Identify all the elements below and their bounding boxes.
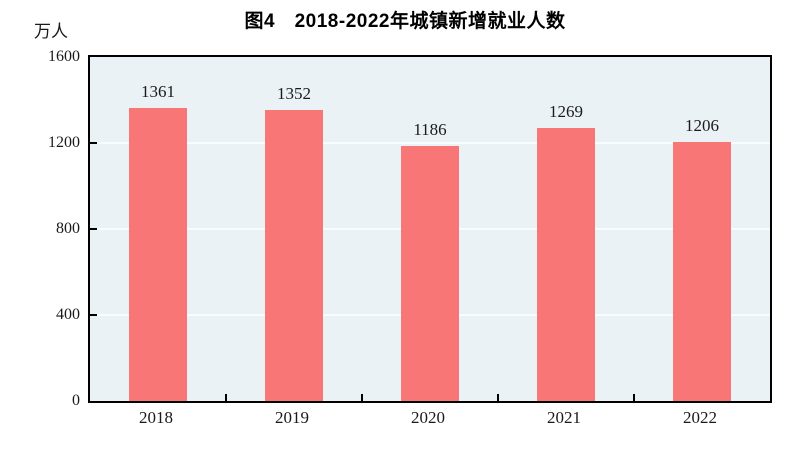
bar-value-label: 1186 (413, 120, 447, 140)
x-tick-label: 2022 (683, 408, 717, 427)
y-tick-mark (90, 142, 97, 144)
y-tick-mark (90, 314, 97, 316)
x-tick-label: 2018 (139, 408, 173, 427)
y-tick-label: 1600 (48, 48, 80, 65)
bar (265, 110, 323, 401)
gridline (90, 142, 770, 144)
y-axis-unit-label: 万人 (34, 22, 68, 41)
y-tick-label: 800 (56, 220, 80, 237)
y-tick-mark (90, 228, 97, 230)
bar (537, 128, 595, 401)
x-tick-mark (497, 394, 499, 401)
y-tick-label: 400 (56, 306, 80, 323)
bar-value-label: 1206 (685, 115, 719, 135)
bar-value-label: 1361 (141, 82, 175, 102)
bar (401, 146, 459, 401)
bar (673, 141, 731, 401)
x-tick-label: 2021 (547, 408, 581, 427)
x-tick-label: 2019 (275, 408, 309, 427)
x-tick-mark (225, 394, 227, 401)
x-tick-mark (633, 394, 635, 401)
bar-value-label: 1352 (277, 84, 311, 104)
x-tick-label: 2020 (411, 408, 445, 427)
bar (129, 108, 187, 401)
y-tick-label: 1200 (48, 134, 80, 151)
chart-title: 图4 2018-2022年城镇新增就业人数 (244, 11, 566, 32)
y-tick-label: 0 (72, 392, 80, 409)
x-tick-mark (361, 394, 363, 401)
bar-value-label: 1269 (549, 102, 583, 122)
plot-area: 1361 1352 1186 1269 1206 (88, 55, 772, 403)
